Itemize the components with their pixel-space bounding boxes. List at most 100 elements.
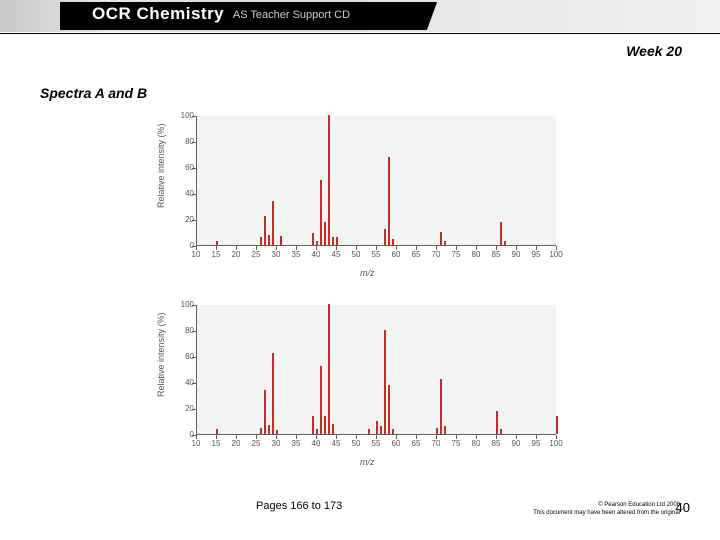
spectrum-peak <box>312 233 314 245</box>
x-tick: 55 <box>368 439 384 448</box>
x-tick: 100 <box>548 250 564 259</box>
y-tick-mark <box>192 331 196 332</box>
spectrum-panel-a: Relative intensity (%) A m/z 02040608010… <box>150 108 580 283</box>
header-banner: OCR Chemistry AS Teacher Support CD <box>0 0 720 32</box>
x-tick-mark <box>556 435 557 439</box>
x-tick-mark <box>336 435 337 439</box>
x-tick-mark <box>236 435 237 439</box>
spectrum-peak <box>384 330 386 434</box>
x-tick: 70 <box>428 439 444 448</box>
week-label: Week 20 <box>626 43 682 59</box>
x-tick: 45 <box>328 439 344 448</box>
x-axis-label-a: m/z <box>360 268 375 278</box>
x-tick: 25 <box>248 439 264 448</box>
y-axis-label-a: Relative intensity (%) <box>156 123 166 208</box>
y-tick-mark <box>192 142 196 143</box>
x-tick-mark <box>276 246 277 250</box>
spectrum-peak <box>444 426 446 434</box>
x-tick-mark <box>316 435 317 439</box>
x-tick: 60 <box>388 439 404 448</box>
spectrum-peak <box>504 241 506 245</box>
x-tick-mark <box>336 246 337 250</box>
x-tick: 65 <box>408 439 424 448</box>
x-tick-mark <box>436 246 437 250</box>
x-tick: 95 <box>528 439 544 448</box>
spectrum-peak <box>444 241 446 245</box>
spectrum-peak <box>312 416 314 434</box>
x-tick: 40 <box>308 250 324 259</box>
x-tick-mark <box>396 246 397 250</box>
x-tick-mark <box>416 435 417 439</box>
x-tick: 80 <box>468 439 484 448</box>
spectrum-peak <box>332 237 334 245</box>
spectrum-peak <box>556 416 558 434</box>
footer-pages: Pages 166 to 173 <box>256 500 342 512</box>
spectrum-peak <box>268 235 270 245</box>
spectrum-peak <box>500 222 502 245</box>
brand-text: OCR Chemistry <box>92 4 224 23</box>
x-tick: 100 <box>548 439 564 448</box>
brand-subtitle: AS Teacher Support CD <box>233 9 350 21</box>
footer-copyright: © Pearson Education Ltd 2008 <box>598 502 680 510</box>
x-tick: 85 <box>488 439 504 448</box>
x-tick: 10 <box>188 250 204 259</box>
x-tick-mark <box>356 246 357 250</box>
x-tick-mark <box>296 435 297 439</box>
y-tick-mark <box>192 409 196 410</box>
x-tick-mark <box>436 435 437 439</box>
spectrum-peak <box>280 236 282 245</box>
banner-title: OCR Chemistry AS Teacher Support CD <box>92 4 350 24</box>
spectrum-panel-b: Relative intensity (%) B m/z 02040608010… <box>150 297 580 472</box>
x-tick: 35 <box>288 439 304 448</box>
x-tick-mark <box>396 435 397 439</box>
x-tick-mark <box>456 246 457 250</box>
x-tick: 30 <box>268 439 284 448</box>
x-tick: 70 <box>428 250 444 259</box>
x-tick-mark <box>196 246 197 250</box>
x-tick-mark <box>516 246 517 250</box>
spectrum-peak <box>216 241 218 245</box>
spectrum-peak <box>496 411 498 434</box>
spectrum-peak <box>316 241 318 245</box>
x-tick: 40 <box>308 439 324 448</box>
x-tick-mark <box>476 435 477 439</box>
y-tick-mark <box>192 220 196 221</box>
y-tick-mark <box>192 168 196 169</box>
spectrum-peak <box>332 424 334 434</box>
spectrum-peak <box>216 429 218 434</box>
x-tick-mark <box>216 435 217 439</box>
spectrum-peak <box>316 429 318 434</box>
y-tick-mark <box>192 383 196 384</box>
x-tick-mark <box>256 246 257 250</box>
spectrum-peak <box>264 390 266 434</box>
x-tick: 20 <box>228 250 244 259</box>
x-tick-mark <box>556 246 557 250</box>
x-tick: 55 <box>368 250 384 259</box>
x-axis-label-b: m/z <box>360 457 375 467</box>
x-tick-mark <box>496 435 497 439</box>
x-tick-mark <box>296 246 297 250</box>
x-tick: 50 <box>348 439 364 448</box>
spectrum-peak <box>384 229 386 245</box>
x-tick: 45 <box>328 250 344 259</box>
x-tick-mark <box>276 435 277 439</box>
footer-note: This document may have been altered from… <box>533 510 680 516</box>
x-tick: 75 <box>448 250 464 259</box>
y-tick-mark <box>192 357 196 358</box>
spectrum-peak <box>320 180 322 245</box>
x-tick: 50 <box>348 250 364 259</box>
x-tick: 30 <box>268 250 284 259</box>
y-tick-mark <box>192 194 196 195</box>
x-tick-mark <box>416 246 417 250</box>
x-tick-mark <box>536 246 537 250</box>
x-tick: 15 <box>208 439 224 448</box>
x-tick-mark <box>516 435 517 439</box>
x-tick-mark <box>456 435 457 439</box>
x-tick-mark <box>376 435 377 439</box>
x-tick: 90 <box>508 439 524 448</box>
y-axis-label-b: Relative intensity (%) <box>156 312 166 397</box>
spectrum-peak <box>376 421 378 434</box>
spectrum-peak <box>388 157 390 245</box>
x-tick-mark <box>256 435 257 439</box>
x-tick: 35 <box>288 250 304 259</box>
